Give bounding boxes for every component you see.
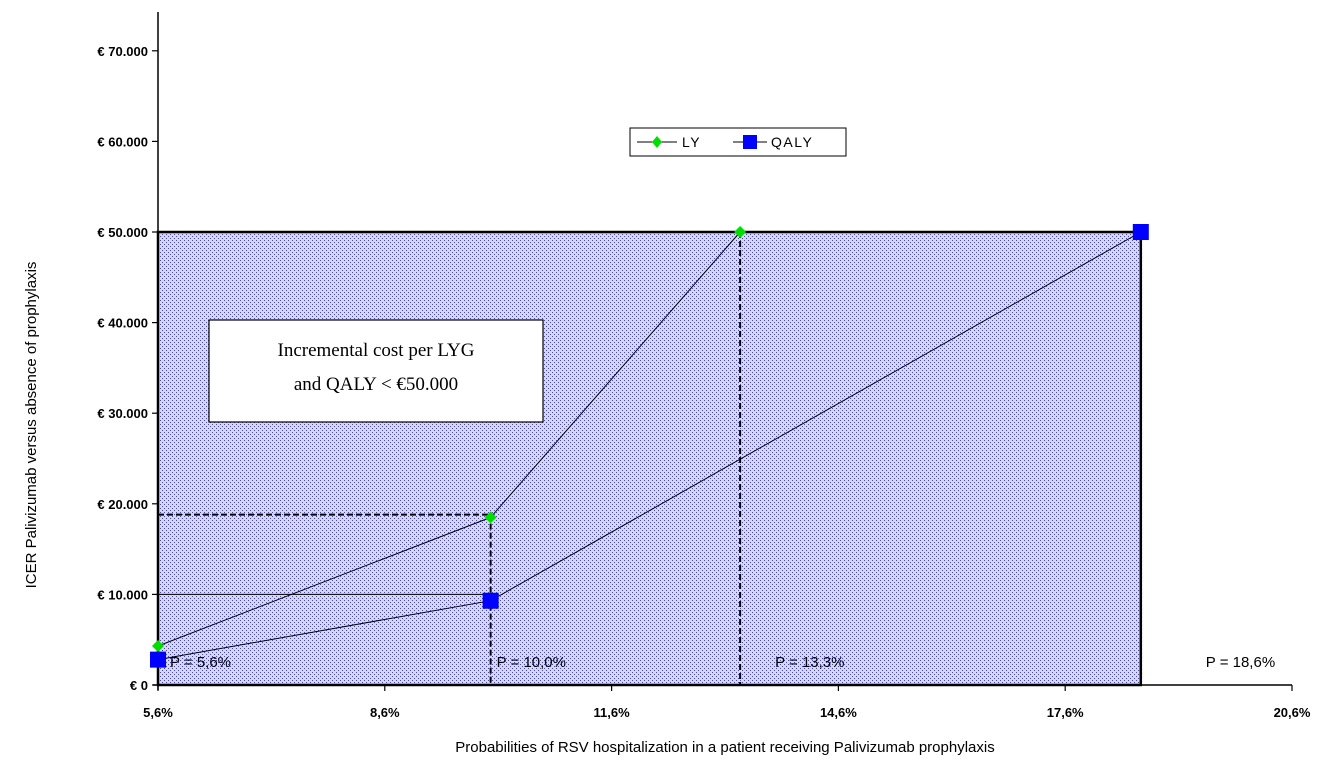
x-tick-label: 8,6% — [370, 705, 400, 720]
y-tick-label: € 20.000 — [97, 497, 148, 512]
acceptable-region — [156, 230, 1143, 687]
y-tick-label: € 0 — [130, 678, 148, 693]
legend-item-qaly: QALY — [733, 134, 813, 150]
y-tick-label: € 70.000 — [97, 44, 148, 59]
probability-label: P = 5,6% — [170, 654, 231, 671]
x-axis-title: Probabilities of RSV hospitalization in … — [455, 739, 994, 756]
annotation-line1: Incremental cost per LYG — [278, 340, 475, 361]
data-point-qaly — [150, 651, 166, 668]
x-tick-label: 20,6% — [1274, 705, 1311, 720]
data-point-ly — [734, 226, 747, 238]
y-axis-title: ICER Palivizumab versus absence of proph… — [23, 262, 40, 589]
probability-label: P = 10,0% — [497, 654, 566, 671]
data-point-qaly — [1132, 224, 1149, 240]
legend-ly-diamond-icon — [652, 136, 662, 148]
y-tick-label: € 50.000 — [97, 225, 148, 240]
probability-label: P = 18,6% — [1206, 654, 1275, 671]
x-tick-label: 17,6% — [1047, 705, 1084, 720]
x-tick-label: 11,6% — [594, 705, 631, 720]
data-point-ly — [152, 640, 164, 653]
data-point-ly — [484, 511, 497, 524]
x-tick-label: 5,6% — [143, 705, 173, 720]
annotation-line2: and QALY < €50.000 — [294, 374, 458, 395]
data-point-qaly — [482, 592, 499, 609]
annotation-box: Incremental cost per LYG and QALY < €50.… — [208, 319, 544, 423]
legend-label-qaly: QALY — [771, 134, 813, 150]
y-tick-label: € 30.000 — [97, 406, 148, 421]
y-tick-label: € 60.000 — [97, 134, 148, 149]
legend-label-ly: LY — [682, 134, 701, 150]
legend-qaly-square-icon — [743, 135, 757, 149]
y-tick-label: € 40.000 — [97, 316, 148, 331]
legend: LY QALY — [629, 127, 847, 157]
probability-label: P = 13,3% — [775, 654, 844, 671]
legend-item-ly: LY — [637, 134, 701, 150]
y-tick-label: € 10.000 — [97, 587, 148, 602]
x-tick-label: 14,6% — [820, 705, 857, 720]
